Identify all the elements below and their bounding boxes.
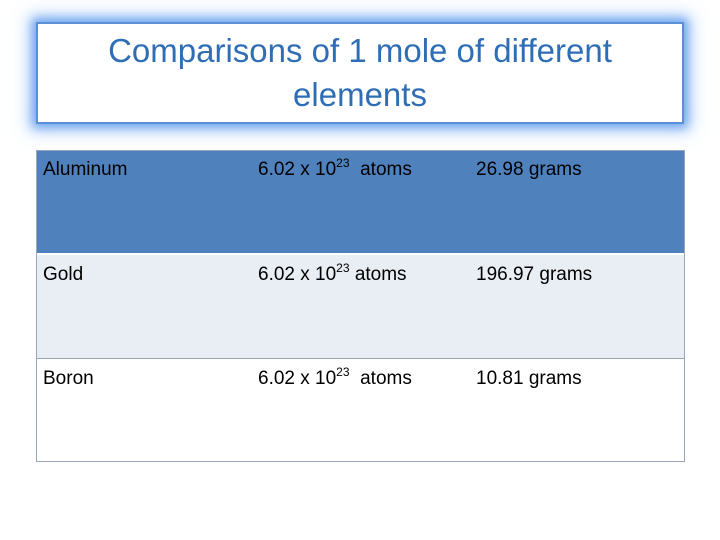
quantity-cell: 6.02 x 1023 atoms — [251, 358, 469, 462]
quantity-cell: 6.02 x 1023 atoms — [251, 150, 469, 255]
title-box: Comparisons of 1 mole of different eleme… — [36, 22, 684, 124]
mass-cell: 10.81 grams — [469, 358, 685, 462]
element-comparison-table: Aluminum 6.02 x 1023 atoms 26.98 grams G… — [36, 150, 685, 462]
element-cell: Gold — [36, 254, 251, 359]
table-row: Boron 6.02 x 1023 atoms 10.81 grams — [36, 358, 685, 462]
quantity-unit: atoms — [360, 159, 412, 180]
mass-cell: 26.98 grams — [469, 150, 685, 255]
slide-title: Comparisons of 1 mole of different eleme… — [108, 32, 612, 113]
element-cell: Aluminum — [36, 150, 251, 255]
quantity-base: 6.02 x 10 — [258, 264, 337, 285]
table-row: Gold 6.02 x 1023 atoms 196.97 grams — [36, 254, 685, 359]
quantity-unit: atoms — [354, 264, 407, 285]
quantity-base: 6.02 x 10 — [258, 159, 337, 180]
quantity-exponent: 23 — [336, 261, 350, 275]
element-cell: Boron — [36, 358, 251, 462]
mass-cell: 196.97 grams — [469, 254, 685, 359]
quantity-cell: 6.02 x 1023 atoms — [251, 254, 469, 359]
table-row: Aluminum 6.02 x 1023 atoms 26.98 grams — [36, 150, 685, 255]
quantity-exponent: 23 — [336, 156, 350, 170]
quantity-unit: atoms — [360, 367, 412, 389]
quantity-exponent: 23 — [336, 364, 350, 379]
quantity-base: 6.02 x 10 — [258, 367, 337, 389]
